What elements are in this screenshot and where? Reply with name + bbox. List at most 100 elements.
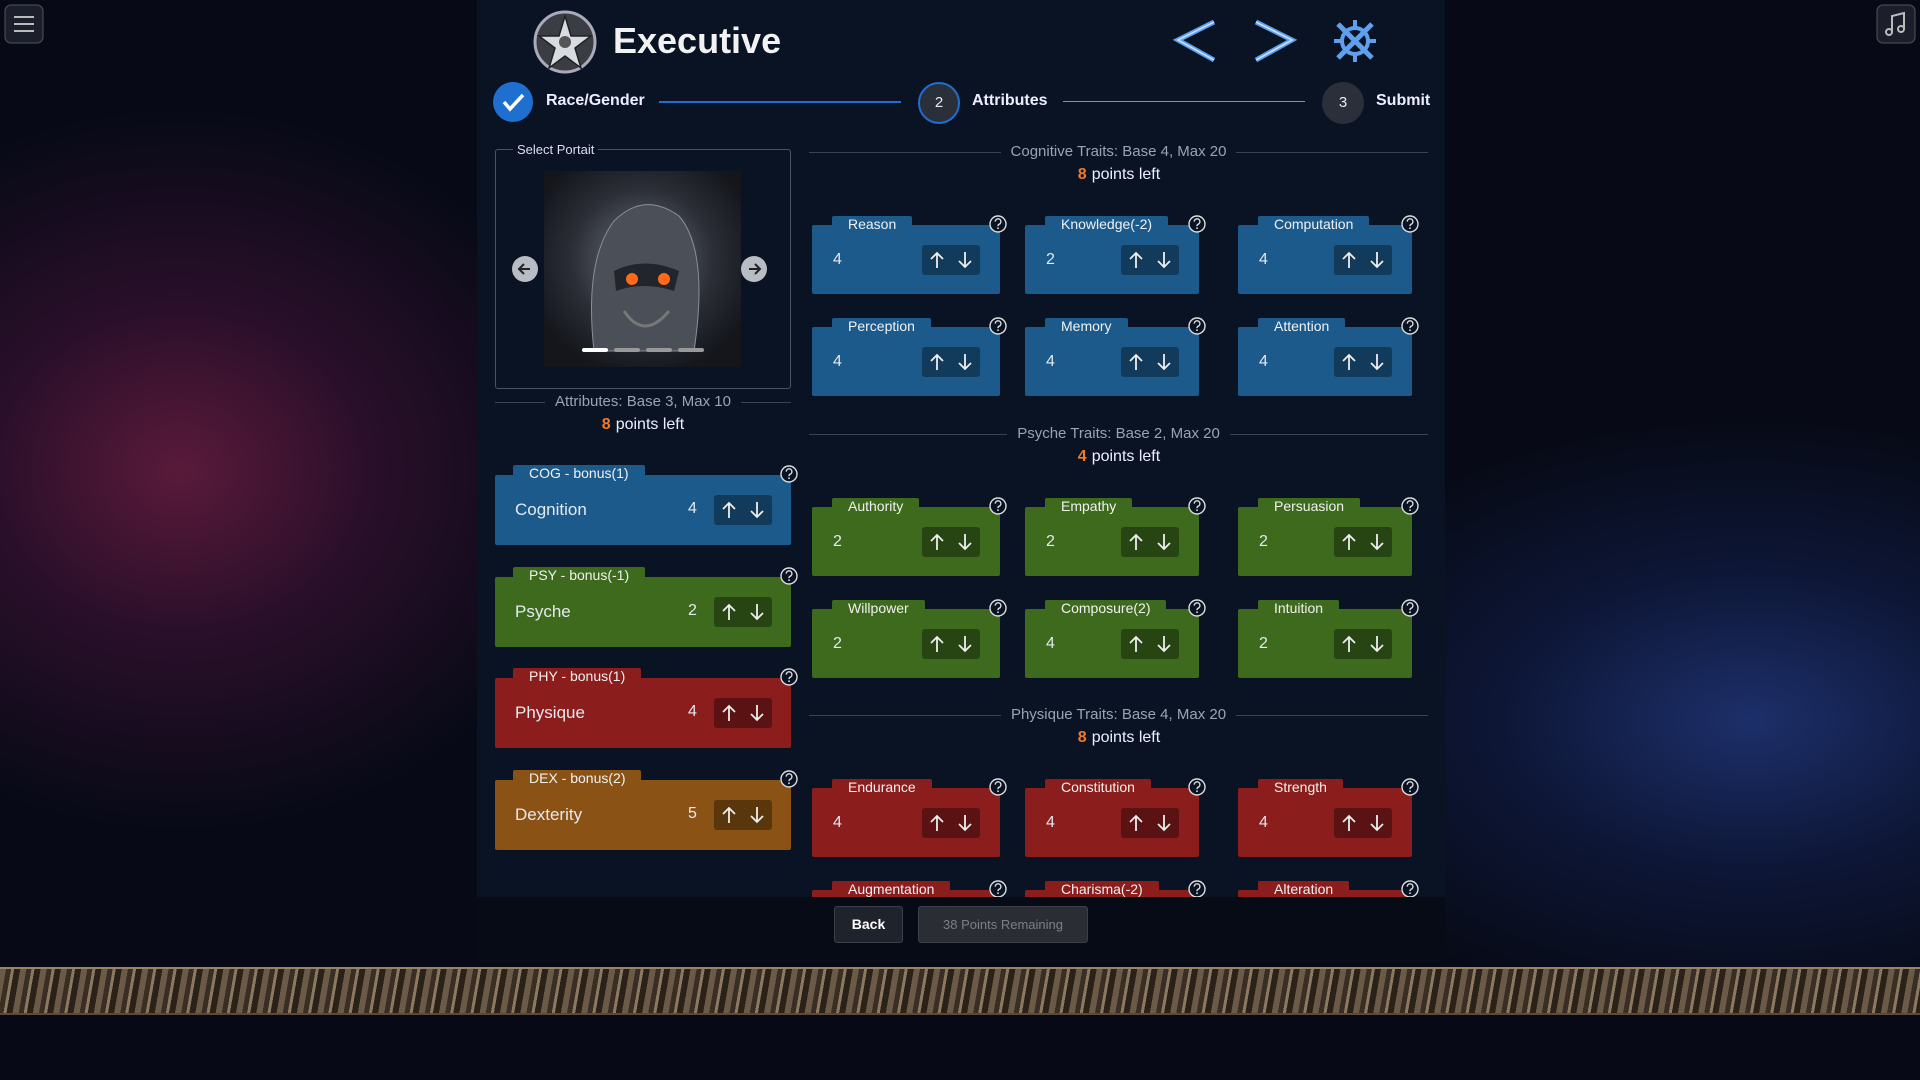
trait-value: 4	[833, 353, 842, 370]
help-icon[interactable]	[1400, 496, 1420, 516]
help-icon[interactable]	[1187, 879, 1207, 897]
attribute-card: Cognition 4	[495, 475, 791, 545]
increase-button[interactable]	[1125, 532, 1147, 552]
attribute-tag: COG - bonus(1)	[513, 465, 645, 481]
points-left: 8 points left	[969, 166, 1269, 184]
increase-button[interactable]	[926, 532, 948, 552]
portrait-next[interactable]	[740, 255, 768, 283]
attribute-value: 4	[688, 500, 697, 517]
increase-button[interactable]	[1125, 634, 1147, 654]
step-buttons	[922, 347, 980, 377]
music-button[interactable]	[1876, 4, 1916, 44]
help-icon[interactable]	[1187, 496, 1207, 516]
attribute-tag: DEX - bonus(2)	[513, 770, 642, 787]
decrease-button[interactable]	[1366, 250, 1388, 270]
trait-name: Authority	[832, 497, 920, 514]
help-icon[interactable]	[988, 214, 1008, 234]
decrease-button[interactable]	[1153, 352, 1175, 372]
increase-button[interactable]	[926, 352, 948, 372]
increase-button[interactable]	[1338, 813, 1360, 833]
increase-button[interactable]	[1125, 250, 1147, 270]
attribute-name: Physique	[515, 703, 585, 723]
decrease-button[interactable]	[1366, 532, 1388, 552]
help-icon[interactable]	[1400, 214, 1420, 234]
trait-name: Memory	[1045, 318, 1128, 334]
back-button[interactable]: Back	[834, 906, 903, 943]
help-icon[interactable]	[1187, 598, 1207, 618]
decrease-button[interactable]	[1153, 250, 1175, 270]
help-icon[interactable]	[988, 598, 1008, 618]
decrease-button[interactable]	[1366, 813, 1388, 833]
increase-button[interactable]	[1338, 532, 1360, 552]
help-icon[interactable]	[1187, 316, 1207, 336]
decrease-button[interactable]	[954, 352, 976, 372]
nav-forward[interactable]	[1250, 18, 1300, 64]
help-icon[interactable]	[988, 777, 1008, 797]
trait-value: 2	[1259, 634, 1268, 652]
increase-button[interactable]	[718, 805, 740, 825]
help-icon[interactable]	[988, 496, 1008, 516]
help-icon[interactable]	[1400, 316, 1420, 336]
trait-value: 4	[1259, 353, 1268, 370]
points-left: 4 points left	[969, 448, 1269, 466]
trait-name: Attention	[1258, 318, 1346, 334]
decrease-button[interactable]	[954, 532, 976, 552]
trait-card: 4	[1238, 788, 1412, 857]
increase-button[interactable]	[718, 703, 740, 723]
increase-button[interactable]	[1125, 813, 1147, 833]
help-icon[interactable]	[779, 769, 799, 789]
increase-button[interactable]	[718, 602, 740, 622]
trait-card: 2	[812, 608, 1000, 678]
decrease-button[interactable]	[746, 805, 768, 825]
decrease-button[interactable]	[1366, 634, 1388, 654]
decrease-button[interactable]	[746, 602, 768, 622]
help-icon[interactable]	[1400, 598, 1420, 618]
menu-button[interactable]	[4, 4, 44, 44]
increase-button[interactable]	[1338, 250, 1360, 270]
decrease-button[interactable]	[954, 634, 976, 654]
help-icon[interactable]	[1400, 777, 1420, 797]
step-buttons	[922, 628, 980, 659]
logo	[533, 10, 597, 74]
portrait-prev[interactable]	[511, 255, 539, 283]
help-icon[interactable]	[1187, 777, 1207, 797]
step-buttons	[714, 596, 772, 627]
help-icon[interactable]	[988, 879, 1008, 897]
increase-button[interactable]	[926, 250, 948, 270]
trait-value: 2	[833, 532, 842, 550]
trait-card: 4	[812, 327, 1000, 396]
help-icon[interactable]	[779, 566, 799, 586]
decrease-button[interactable]	[954, 250, 976, 270]
decrease-button[interactable]	[746, 500, 768, 520]
decrease-button[interactable]	[1366, 352, 1388, 372]
help-icon[interactable]	[1400, 879, 1420, 897]
trait-name: Knowledge(-2)	[1045, 216, 1169, 232]
increase-button[interactable]	[718, 500, 740, 520]
decrease-button[interactable]	[954, 813, 976, 833]
decrease-button[interactable]	[1153, 532, 1175, 552]
decrease-button[interactable]	[746, 703, 768, 723]
step-line	[659, 101, 901, 103]
decrease-button[interactable]	[1153, 634, 1175, 654]
help-icon[interactable]	[988, 316, 1008, 336]
increase-button[interactable]	[1338, 634, 1360, 654]
step-label: Submit	[1376, 92, 1431, 109]
points-number: 4	[1077, 447, 1087, 465]
increase-button[interactable]	[926, 634, 948, 654]
help-icon[interactable]	[779, 667, 799, 687]
nav-back[interactable]	[1170, 18, 1220, 64]
increase-button[interactable]	[1125, 352, 1147, 372]
increase-button[interactable]	[926, 813, 948, 833]
step-number: 3	[1322, 82, 1364, 124]
help-icon[interactable]	[779, 464, 799, 484]
nav-close[interactable]	[1332, 18, 1378, 64]
submit-button[interactable]: 38 Points Remaining	[918, 906, 1088, 943]
help-icon[interactable]	[1187, 214, 1207, 234]
increase-button[interactable]	[1338, 352, 1360, 372]
trait-value: 4	[1046, 814, 1055, 831]
decrease-button[interactable]	[1153, 813, 1175, 833]
section-heading: Cognitive Traits: Base 4, Max 20	[949, 143, 1289, 160]
trait-card: 2	[1238, 506, 1412, 576]
step-buttons	[1121, 526, 1179, 557]
trait-name: Reason	[832, 216, 913, 232]
